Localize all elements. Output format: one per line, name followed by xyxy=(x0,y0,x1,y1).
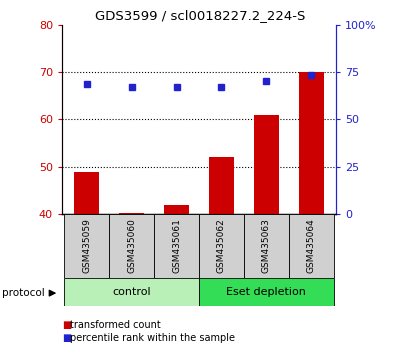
Bar xyxy=(299,72,324,214)
Text: Eset depletion: Eset depletion xyxy=(226,287,306,297)
Bar xyxy=(199,214,244,278)
Text: GSM435059: GSM435059 xyxy=(82,218,91,274)
Bar xyxy=(64,278,199,306)
Text: protocol: protocol xyxy=(2,288,45,298)
Text: transformed count: transformed count xyxy=(70,320,161,330)
Bar xyxy=(109,214,154,278)
Bar xyxy=(254,115,279,214)
Text: ■: ■ xyxy=(62,333,71,343)
Bar xyxy=(119,213,144,214)
Text: ■: ■ xyxy=(62,320,71,330)
Bar xyxy=(64,214,109,278)
Bar xyxy=(154,214,199,278)
Text: GSM435064: GSM435064 xyxy=(307,219,316,273)
Bar xyxy=(164,205,189,214)
Bar xyxy=(209,157,234,214)
Text: GSM435062: GSM435062 xyxy=(217,219,226,273)
Bar xyxy=(74,172,99,214)
Bar xyxy=(289,214,334,278)
Text: GSM435063: GSM435063 xyxy=(262,218,271,274)
Text: GDS3599 / scl0018227.2_224-S: GDS3599 / scl0018227.2_224-S xyxy=(95,9,305,22)
Bar xyxy=(199,278,334,306)
Text: GSM435060: GSM435060 xyxy=(127,218,136,274)
Bar xyxy=(244,214,289,278)
Text: GSM435061: GSM435061 xyxy=(172,218,181,274)
Text: percentile rank within the sample: percentile rank within the sample xyxy=(70,333,235,343)
Text: control: control xyxy=(112,287,151,297)
